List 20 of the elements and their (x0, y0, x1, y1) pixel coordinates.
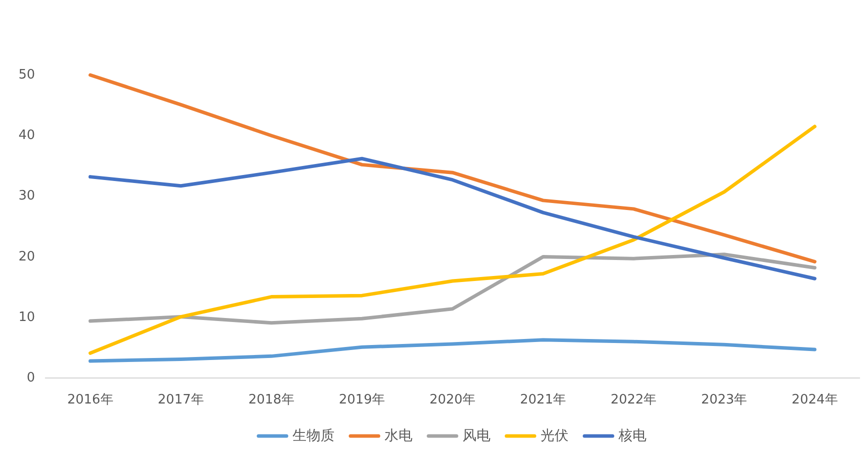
legend-label: 光伏 (540, 428, 568, 444)
x-tick-label: 2021年 (520, 392, 566, 408)
x-tick-label: 2020年 (429, 392, 476, 408)
legend-label: 风电 (462, 428, 490, 444)
y-tick-label: 10 (18, 310, 35, 325)
legend-label: 水电 (384, 428, 412, 444)
x-tick-label: 2017年 (158, 392, 204, 408)
y-tick-label: 0 (26, 370, 35, 386)
legend-label: 生物质 (292, 428, 334, 444)
x-tick-label: 2019年 (338, 392, 385, 408)
y-tick-label: 30 (18, 188, 35, 204)
x-tick-label: 2018年 (248, 392, 294, 408)
y-tick-label: 50 (18, 68, 35, 82)
x-tick-label: 2023年 (701, 392, 748, 408)
x-tick-label: 2024年 (792, 392, 838, 408)
y-tick-label: 40 (18, 128, 35, 144)
x-tick-label: 2016年 (67, 392, 114, 408)
y-tick-label: 20 (18, 249, 35, 264)
legend-label: 核电 (618, 428, 646, 444)
x-tick-label: 2022年 (610, 392, 657, 408)
